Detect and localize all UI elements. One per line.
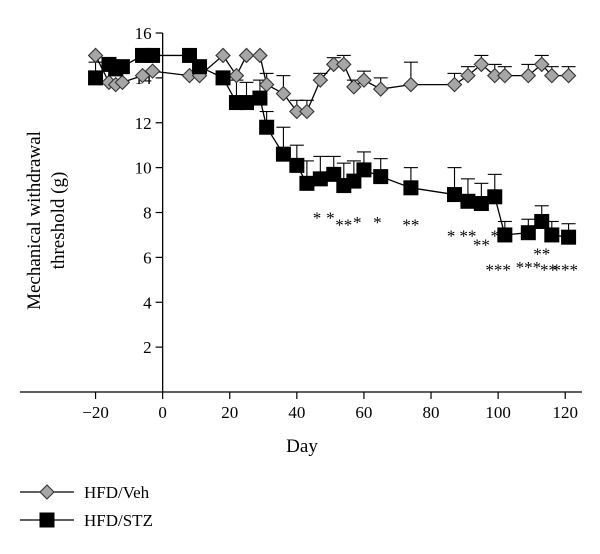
significance-mark: **: [402, 215, 419, 234]
significance-mark: *: [373, 213, 382, 232]
x-tick-label: −20: [82, 403, 109, 422]
data-point-diamond: [497, 67, 513, 84]
legend-square-marker: [39, 512, 55, 528]
data-point-square: [561, 229, 577, 245]
x-tick-label: 40: [288, 403, 305, 422]
data-point-diamond: [336, 56, 352, 73]
legend-label: HFD/STZ: [84, 511, 153, 530]
data-point-diamond: [520, 67, 537, 84]
data-point-square: [497, 227, 513, 243]
significance-mark: ***: [552, 260, 578, 279]
y-tick-label: 2: [143, 338, 152, 357]
data-point-diamond: [87, 47, 104, 64]
x-tick-label: 120: [552, 403, 578, 422]
data-point-diamond: [403, 76, 419, 93]
significance-mark: **: [335, 215, 352, 234]
data-point-diamond: [312, 72, 329, 88]
legend-diamond-marker: [39, 484, 55, 500]
data-point-square: [181, 47, 197, 63]
significance-mark: *: [326, 209, 335, 228]
data-point-square: [544, 227, 560, 243]
data-point-square: [534, 213, 550, 229]
data-point-square: [346, 173, 362, 189]
data-point-square: [487, 189, 503, 205]
significance-mark: *: [447, 227, 456, 246]
data-point-square: [373, 169, 389, 185]
data-point-square: [114, 59, 130, 75]
significance-mark: *: [491, 227, 500, 246]
data-point-square: [239, 95, 255, 111]
significance-mark: ***: [516, 258, 542, 277]
y-tick-label: 12: [135, 114, 152, 133]
legend: HFD/Veh HFD/STZ: [20, 483, 153, 530]
data-point-diamond: [299, 103, 315, 120]
data-point-square: [312, 171, 328, 187]
y-tick-label: 8: [143, 204, 152, 223]
data-point-diamond: [533, 56, 550, 73]
data-point-square: [88, 70, 104, 86]
data-point-square: [215, 70, 231, 86]
data-point-diamond: [228, 67, 245, 84]
data-point-square: [403, 180, 419, 196]
x-tick-label: 20: [221, 403, 238, 422]
data-point-square: [259, 119, 275, 135]
data-point-square: [275, 146, 291, 162]
y-tick-label: 10: [135, 159, 152, 178]
data-point-diamond: [460, 67, 476, 84]
data-point-square: [192, 59, 208, 75]
data-point-square: [473, 196, 489, 212]
data-point-square: [145, 47, 161, 63]
data-point-square: [356, 162, 372, 178]
significance-mark: **: [459, 227, 476, 246]
y-axis-title: Mechanical withdrawal threshold (g): [24, 131, 69, 310]
x-tick-label: 100: [485, 403, 511, 422]
data-point-diamond: [372, 81, 389, 97]
significance-mark: *: [313, 209, 322, 228]
data-point-square: [299, 175, 315, 191]
data-point-square: [252, 90, 268, 106]
data-point-diamond: [144, 63, 161, 79]
data-point-square: [326, 166, 342, 182]
significance-marks: * * ** * * *** **** **** **********: [313, 209, 578, 280]
data-point-diamond: [215, 47, 231, 64]
y-tick-label: 6: [143, 248, 152, 267]
data-point-square: [289, 157, 305, 173]
data-point-square: [447, 187, 463, 203]
data-point-diamond: [560, 67, 577, 84]
data-point-diamond: [275, 85, 292, 102]
data-point-diamond: [346, 79, 362, 95]
y-tick-label: 4: [143, 293, 152, 312]
data-point-diamond: [473, 56, 490, 73]
data-point-diamond: [252, 47, 268, 64]
series-markers: [87, 47, 577, 245]
legend-label: HFD/Veh: [84, 483, 150, 502]
data-point-diamond: [544, 67, 560, 84]
data-point-diamond: [446, 76, 463, 93]
data-point-square: [520, 225, 536, 241]
data-point-square: [460, 193, 476, 209]
significance-mark: **: [540, 260, 557, 279]
y-tick-label: 16: [135, 24, 152, 43]
significance-mark: ***: [485, 260, 511, 279]
data-point-diamond: [238, 47, 255, 64]
data-point-diamond: [356, 72, 372, 88]
x-tick-label: 80: [423, 403, 440, 422]
x-axis-title: Day: [286, 436, 318, 457]
significance-mark: **: [533, 245, 550, 264]
significance-mark: **: [473, 236, 490, 255]
significance-mark: *: [353, 213, 362, 232]
axes: −20020406080100120246810121416DayMechani…: [20, 24, 582, 457]
data-point-diamond: [114, 74, 131, 91]
x-tick-label: 60: [355, 403, 372, 422]
x-tick-label: 0: [158, 403, 167, 422]
